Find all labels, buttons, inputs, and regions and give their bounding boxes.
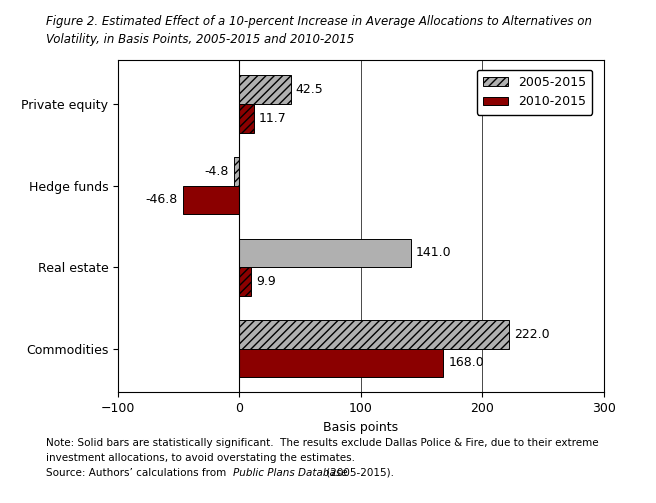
Bar bbox=[239, 238, 411, 267]
Text: -46.8: -46.8 bbox=[146, 193, 178, 206]
Bar bbox=[239, 320, 509, 349]
X-axis label: Basis points: Basis points bbox=[323, 421, 398, 434]
Text: 9.9: 9.9 bbox=[256, 275, 276, 288]
Text: Figure 2. Estimated Effect of a 10-percent Increase in Average Allocations to Al: Figure 2. Estimated Effect of a 10-perce… bbox=[46, 15, 592, 28]
Text: Note: Solid bars are statistically significant.  The results exclude Dallas Poli: Note: Solid bars are statistically signi… bbox=[46, 438, 598, 448]
Text: investment allocations, to avoid overstating the estimates.: investment allocations, to avoid oversta… bbox=[46, 453, 355, 463]
Text: -4.8: -4.8 bbox=[205, 165, 229, 178]
Text: 141.0: 141.0 bbox=[415, 246, 451, 260]
Bar bbox=[239, 104, 254, 133]
Text: Source: Authors’ calculations from: Source: Authors’ calculations from bbox=[46, 468, 230, 478]
Text: 222.0: 222.0 bbox=[514, 328, 549, 341]
Text: Volatility, in Basis Points, 2005-2015 and 2010-2015: Volatility, in Basis Points, 2005-2015 a… bbox=[46, 33, 354, 46]
Bar bbox=[239, 75, 291, 104]
Text: 168.0: 168.0 bbox=[448, 357, 484, 370]
Text: (2005-2015).: (2005-2015). bbox=[323, 468, 394, 478]
Bar bbox=[182, 186, 239, 214]
Legend: 2005-2015, 2010-2015: 2005-2015, 2010-2015 bbox=[477, 70, 592, 115]
Text: 42.5: 42.5 bbox=[296, 83, 323, 96]
Text: Public Plans Database: Public Plans Database bbox=[233, 468, 348, 478]
Bar bbox=[239, 267, 251, 296]
Bar bbox=[234, 157, 239, 186]
Text: 11.7: 11.7 bbox=[258, 112, 286, 125]
Bar bbox=[239, 349, 443, 377]
